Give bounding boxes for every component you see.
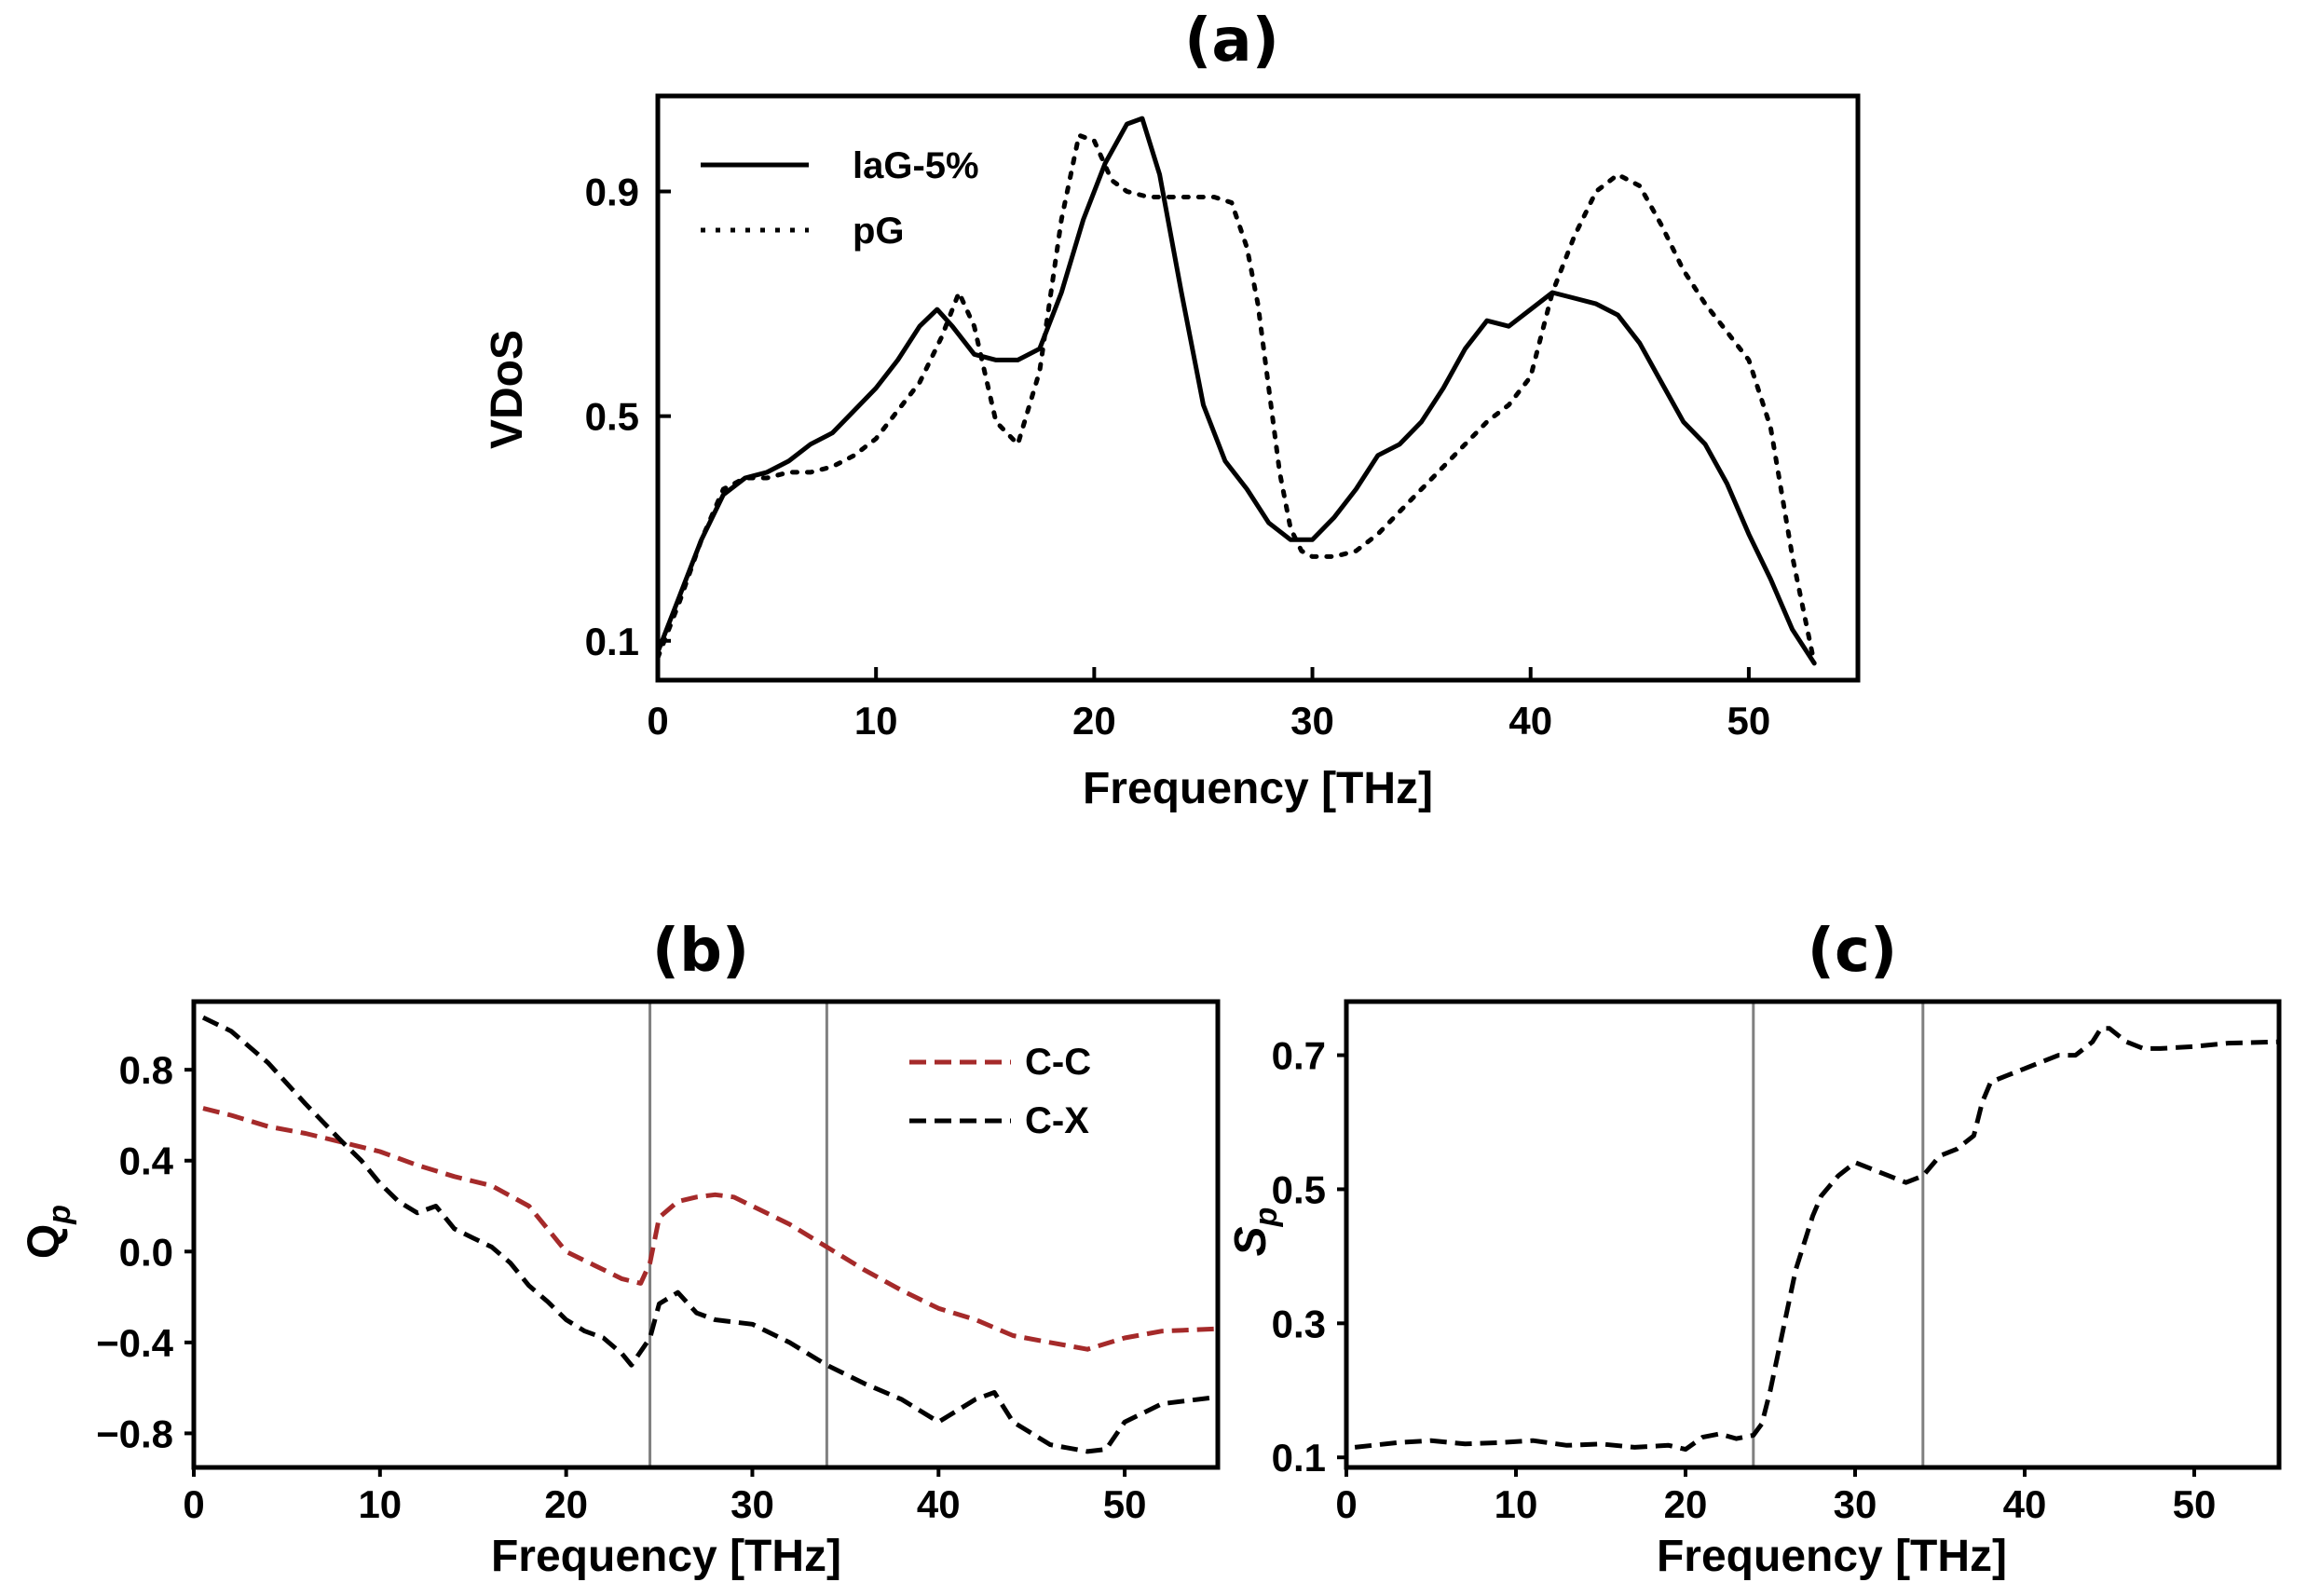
x-tick-label: 20 — [1664, 1482, 1708, 1526]
y-tick-label: −0.4 — [96, 1321, 174, 1365]
x-tick-label: 50 — [1103, 1482, 1147, 1526]
series-line-C-C — [202, 1106, 1219, 1352]
panel-a: (a) 0 10 20 30 40 50 0.1 0.5 0.9 Frequency [THz]… — [483, 7, 1861, 813]
x-tick-label: 20 — [544, 1482, 588, 1526]
panel-b-axes: 0 10 20 30 40 50 −0.8 −0.4 0.0 0.4 0.8 — [96, 1048, 1146, 1526]
legend-label-C-C: C-C — [1025, 1042, 1091, 1083]
panel-a-ylabel: VDoS — [483, 330, 532, 449]
panel-c-ylabel-sub: p — [1249, 1207, 1284, 1228]
y-tick-label: 0.0 — [119, 1230, 173, 1274]
x-tick-label: 40 — [2003, 1482, 2047, 1526]
series-line-laG-5% — [655, 116, 1817, 665]
panel-c: (c) 0 10 20 30 40 50 0.1 0.3 0.5 0.7 Frequency [T… — [1226, 917, 2282, 1581]
x-tick-label: 0 — [647, 699, 668, 743]
panel-b-title: (b) — [652, 917, 749, 986]
series-line-panel-c-0 — [1354, 1026, 2280, 1453]
panel-c-axes: 0 10 20 30 40 50 0.1 0.3 0.5 0.7 — [1272, 1034, 2217, 1526]
x-tick-label: 30 — [1290, 699, 1334, 743]
series-line-pG — [655, 132, 1817, 666]
x-tick-label: 50 — [1727, 699, 1771, 743]
panel-a-legend: laG-5% pG — [701, 145, 979, 252]
panel-b-plot-area — [201, 1002, 1219, 1467]
panel-b-xlabel: Frequency [THz] — [491, 1532, 841, 1581]
panel-c-frame — [1344, 999, 2282, 1470]
x-tick-label: 0 — [183, 1482, 204, 1526]
panel-c-xlabel: Frequency [THz] — [1657, 1532, 2007, 1581]
y-tick-label: 0.5 — [1272, 1167, 1326, 1211]
legend-label-pG: pG — [853, 211, 905, 252]
y-tick-label: 0.5 — [585, 395, 639, 439]
panel-b-ylabel: Qp — [20, 1205, 77, 1259]
y-tick-label: 0.8 — [119, 1048, 173, 1092]
legend-label-C-X: C-X — [1025, 1100, 1089, 1141]
y-tick-label: 0.3 — [1272, 1302, 1326, 1345]
y-tick-label: 0.4 — [119, 1139, 174, 1183]
panel-b-legend: C-C C-X — [909, 1042, 1091, 1141]
y-tick-label: 0.1 — [585, 620, 639, 663]
panel-b-ylabel-sub: p — [42, 1205, 77, 1225]
x-tick-label: 30 — [1834, 1482, 1877, 1526]
x-tick-label: 40 — [1508, 699, 1552, 743]
x-tick-label: 10 — [358, 1482, 402, 1526]
panel-a-xlabel: Frequency [THz] — [1083, 764, 1433, 813]
x-tick-label: 10 — [854, 699, 898, 743]
y-tick-label: 0.7 — [1272, 1034, 1326, 1078]
y-tick-label: 0.1 — [1272, 1436, 1326, 1480]
x-tick-label: 10 — [1495, 1482, 1538, 1526]
panel-b-ylabel-main: Q — [20, 1224, 69, 1259]
panel-a-axes: 0 10 20 30 40 50 0.1 0.5 0.9 — [585, 170, 1771, 743]
panel-b-frame — [191, 999, 1221, 1470]
panel-c-ylabel: Sp — [1226, 1207, 1284, 1257]
y-tick-label: 0.9 — [585, 170, 639, 213]
x-tick-label: 50 — [2173, 1482, 2217, 1526]
panel-c-plot-area — [1354, 1002, 2280, 1467]
panel-b: (b) 0 10 20 30 40 50 −0.8 −0.4 0.0 0.4 0.8 Frequen… — [20, 917, 1221, 1581]
panel-a-frame — [655, 93, 1861, 683]
panel-a-title: (a) — [1184, 7, 1279, 75]
x-tick-label: 40 — [917, 1482, 961, 1526]
y-tick-label: −0.8 — [96, 1412, 173, 1455]
x-tick-label: 20 — [1072, 699, 1116, 743]
panel-c-title: (c) — [1808, 917, 1897, 986]
panel-c-ylabel-main: S — [1226, 1226, 1276, 1256]
series-line-C-X — [201, 1015, 1219, 1454]
legend-label-laG-5%: laG-5% — [853, 145, 979, 186]
x-tick-label: 30 — [730, 1482, 774, 1526]
x-tick-label: 0 — [1335, 1482, 1357, 1526]
panel-a-plot-area — [655, 116, 1817, 666]
